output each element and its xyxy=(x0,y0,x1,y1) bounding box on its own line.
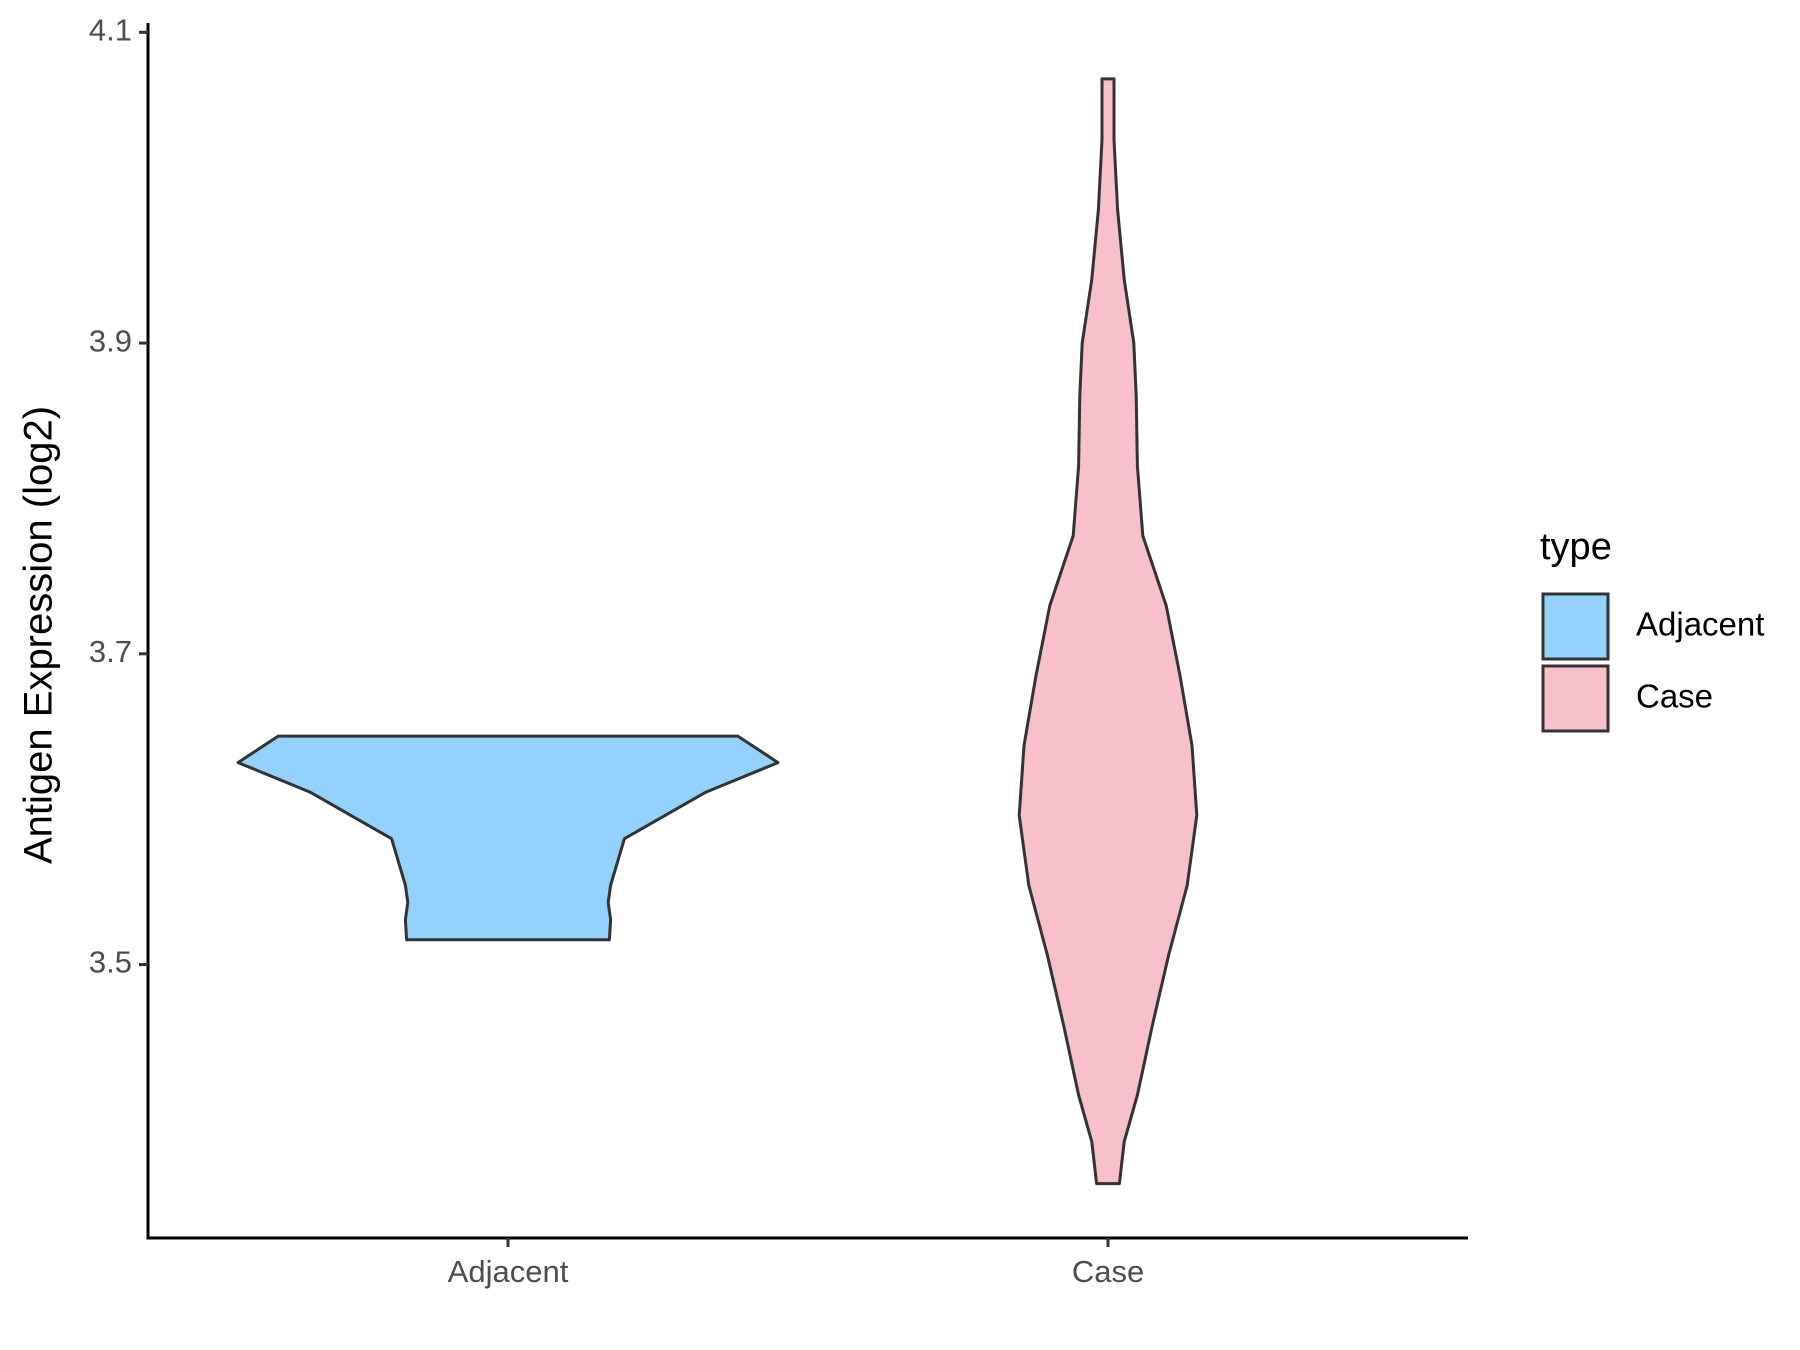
y-tick-label: 3.7 xyxy=(89,634,132,669)
x-tick-label: Case xyxy=(1072,1254,1144,1289)
violin xyxy=(1017,77,1199,1186)
y-tick-label: 3.5 xyxy=(89,945,132,980)
legend-label: Adjacent xyxy=(1636,606,1764,643)
violin xyxy=(236,734,780,942)
y-tick-label: 4.1 xyxy=(89,13,132,48)
legend-key xyxy=(1541,664,1610,733)
legend-title: type xyxy=(1540,526,1612,568)
y-axis-title: Antigen Expression (log2) xyxy=(17,406,61,864)
y-tick-label: 3.9 xyxy=(89,323,132,358)
legend-label: Case xyxy=(1636,678,1713,715)
legend-key xyxy=(1541,592,1610,661)
x-tick-label: Adjacent xyxy=(448,1254,569,1289)
